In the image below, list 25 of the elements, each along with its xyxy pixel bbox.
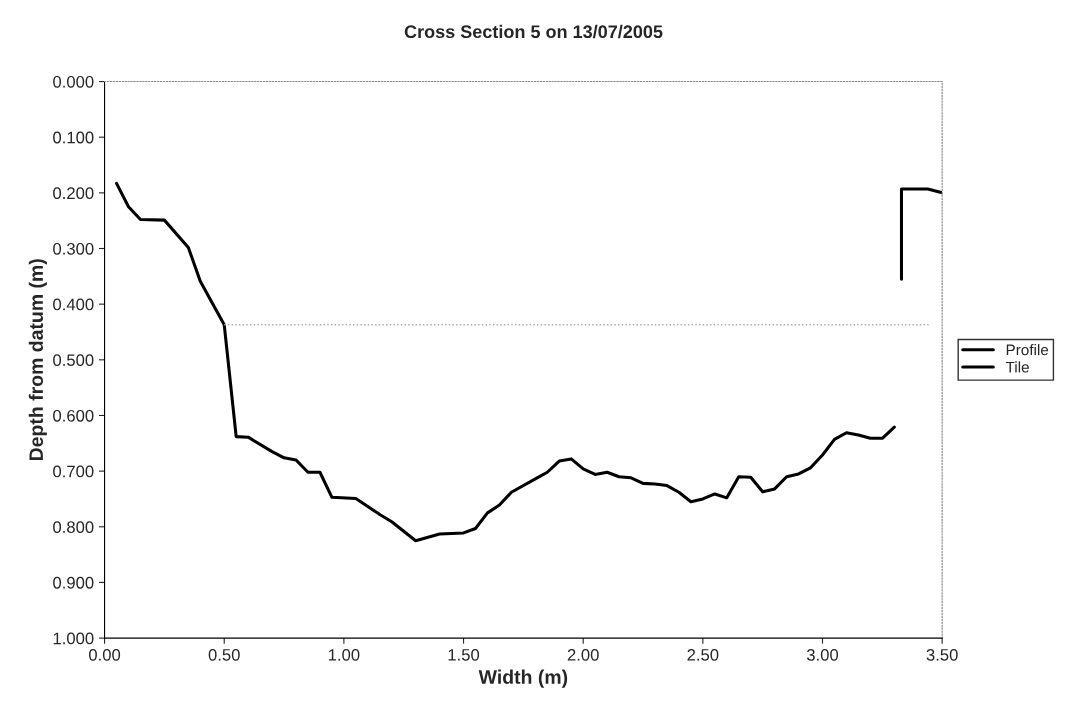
y-tick-label: 1.000: [53, 632, 94, 645]
x-tick-label: 3.50: [926, 648, 958, 661]
x-tick-label: 1.50: [448, 648, 480, 661]
y-tick-label: 0.200: [53, 187, 94, 200]
x-tick-label: 3.00: [806, 648, 839, 661]
x-tick-label: 0.00: [89, 648, 121, 661]
y-axis-title: Depth from datum (m): [28, 259, 47, 461]
y-tick-label: 0.000: [53, 75, 94, 88]
legend-label: Profile: [1006, 344, 1049, 356]
chart-title: Cross Section 5 on 13/07/2005: [404, 24, 663, 39]
x-tick-label: 1.00: [328, 648, 360, 661]
y-tick-label: 0.300: [53, 242, 94, 255]
y-tick-label: 0.700: [53, 465, 94, 478]
x-axis-title: Width (m): [478, 669, 568, 688]
y-tick-label: 0.400: [53, 298, 94, 311]
legend-label: Tile: [1005, 361, 1029, 373]
x-tick-label: 2.00: [567, 648, 599, 661]
line-series: [115, 181, 896, 543]
y-tick-label: 0.900: [53, 576, 94, 589]
x-tick-label: 2.50: [687, 648, 719, 661]
y-tick-label: 0.100: [53, 131, 94, 144]
y-tick-label: 0.800: [53, 521, 94, 533]
y-tick-label: 0.500: [53, 354, 94, 367]
x-tick-label: 0.50: [208, 648, 240, 661]
y-tick-label: 0.600: [53, 409, 94, 422]
